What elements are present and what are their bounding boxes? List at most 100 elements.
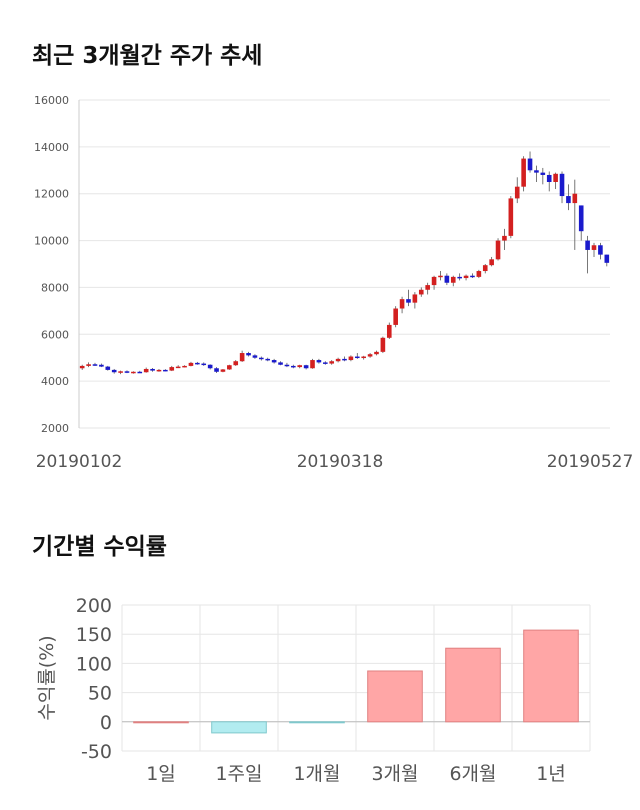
candle-body — [367, 354, 373, 357]
x-category-label: 1주일 — [215, 763, 262, 785]
candle-body — [514, 186, 520, 199]
candle-body — [559, 173, 565, 197]
candle-body — [323, 362, 328, 364]
candle-body — [489, 259, 494, 266]
candle-body — [463, 275, 469, 279]
y-tick-label: 8000 — [41, 281, 69, 294]
candle-body — [406, 299, 411, 303]
candle-body — [143, 368, 149, 373]
candle-body — [265, 358, 271, 361]
candle-body — [284, 364, 290, 367]
candle-body — [252, 355, 258, 358]
y-tick-label: 14000 — [34, 141, 69, 154]
candle-body — [572, 193, 578, 204]
y-tick-label: 2000 — [41, 422, 69, 435]
x-category-label: 1일 — [146, 763, 176, 785]
candle-body — [527, 158, 533, 171]
candle-body — [118, 371, 123, 373]
candle-body — [188, 362, 194, 366]
candle-body — [546, 174, 552, 182]
candle-body — [534, 170, 539, 173]
candle-body — [239, 353, 245, 362]
candle-body — [399, 299, 405, 309]
y-tick-label: 10000 — [34, 235, 69, 248]
return-bar — [211, 721, 267, 734]
candle-body — [169, 367, 175, 371]
candle-body — [220, 369, 226, 372]
candle-body — [444, 275, 450, 283]
candle-body — [291, 365, 296, 368]
y-tick-label: 50 — [88, 683, 112, 705]
y-tick-label: 150 — [76, 624, 112, 646]
y-tick-label: 200 — [76, 595, 112, 617]
x-date-label: 20190527 — [547, 452, 634, 472]
candle-body — [92, 364, 98, 366]
candle-body — [111, 369, 117, 373]
candle-body — [521, 158, 526, 187]
candle-body — [303, 365, 309, 369]
x-category-label: 3개월 — [371, 763, 418, 785]
returns-title: 기간별 수익률 — [32, 534, 167, 560]
candle-body — [329, 361, 335, 364]
candle-body — [482, 265, 488, 272]
x-date-label: 20190318 — [297, 452, 384, 472]
candle-body — [207, 364, 213, 369]
x-category-label: 1개월 — [293, 763, 340, 785]
y-tick-label: 100 — [76, 653, 112, 675]
candle-body — [335, 358, 341, 362]
candle-body — [598, 245, 603, 255]
return-bar — [445, 647, 501, 723]
candle-body — [553, 173, 558, 182]
candle-body — [450, 276, 456, 283]
candle-body — [585, 240, 590, 250]
stock-trend-title: 최근 3개월간 주가 추세 — [32, 43, 263, 69]
candle-body — [227, 365, 232, 370]
candle-body — [566, 196, 571, 204]
candle-body — [393, 308, 398, 325]
candle-body — [124, 371, 130, 373]
y-tick-label: 6000 — [41, 328, 69, 341]
candle-body — [182, 365, 187, 368]
candle-body — [259, 357, 264, 360]
candle-body — [425, 285, 430, 290]
y-tick-label: 4000 — [41, 375, 69, 388]
candle-body — [348, 356, 354, 361]
candle-body — [374, 351, 379, 355]
return-bar — [523, 629, 579, 723]
candle-body — [214, 368, 219, 372]
candle-body — [79, 365, 85, 369]
y-tick-label: 0 — [100, 712, 112, 734]
candle-body — [201, 363, 207, 366]
y-tick-label: 16000 — [34, 94, 69, 107]
return-bar — [133, 721, 189, 724]
return-bar — [289, 721, 345, 724]
candle-body — [457, 276, 462, 279]
candle-body — [540, 172, 546, 175]
candle-body — [150, 368, 155, 371]
candle-body — [386, 324, 392, 338]
candle-body — [271, 360, 277, 363]
y-axis-label: 수익률(%) — [36, 635, 58, 720]
candle-body — [86, 364, 91, 366]
candle-body — [591, 245, 597, 250]
candle-body — [470, 275, 475, 278]
candle-body — [361, 356, 366, 359]
candle-body — [380, 337, 386, 352]
candle-body — [495, 240, 501, 260]
candle-body — [476, 271, 482, 277]
candle-body — [310, 360, 315, 369]
candle-body — [604, 254, 610, 263]
candle-body — [578, 205, 584, 232]
y-tick-label: -50 — [81, 741, 112, 763]
candle-body — [233, 361, 239, 366]
x-date-label: 20190102 — [36, 452, 123, 472]
candle-body — [354, 356, 360, 359]
candle-body — [131, 371, 136, 374]
candle-body — [137, 371, 143, 374]
candle-body — [438, 275, 443, 278]
candle-body — [297, 365, 303, 368]
candle-body — [502, 235, 507, 241]
stock-price-chart: 2000 4000 6000 8000 10000 12000 14000 16000 2019… — [34, 94, 634, 472]
candle-body — [99, 364, 104, 367]
candle-body — [156, 369, 162, 372]
